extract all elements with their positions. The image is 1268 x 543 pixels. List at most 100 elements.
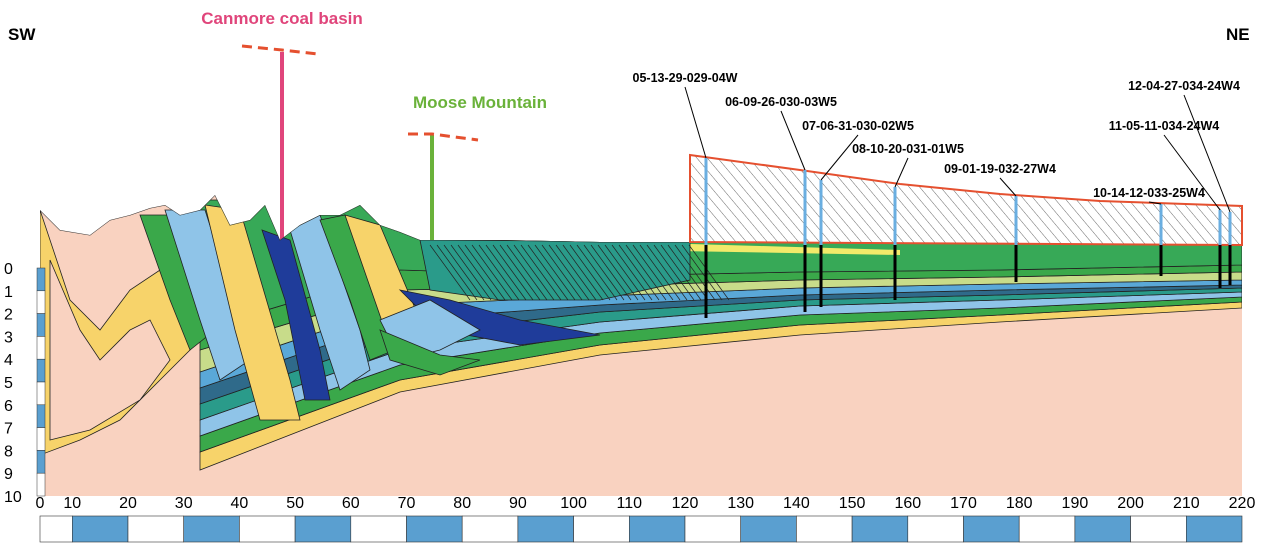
depth-bar xyxy=(36,404,46,428)
thrust-line xyxy=(569,244,611,301)
distance-bar xyxy=(406,515,463,543)
thrust-line xyxy=(688,244,730,301)
distance-tick-label: 90 xyxy=(509,495,527,512)
distance-tick-label: 190 xyxy=(1062,495,1089,512)
distance-bar xyxy=(239,515,296,543)
well-leader xyxy=(684,86,707,159)
distance-tick-label: 170 xyxy=(950,495,977,512)
thrust-line xyxy=(443,244,485,301)
well-label: 10-14-12-033-25W4 xyxy=(1093,186,1205,200)
distance-bar xyxy=(1074,515,1131,543)
depth-tick-label: 9 xyxy=(4,466,13,483)
distance-bar xyxy=(72,515,129,543)
thrust-line xyxy=(562,244,604,301)
canmore-erosion xyxy=(241,44,319,56)
thrust-line xyxy=(632,244,674,301)
distance-tick-label: 60 xyxy=(342,495,360,512)
depth-bar xyxy=(36,381,46,406)
thrust-line xyxy=(597,244,639,301)
depth-tick-label: 5 xyxy=(4,375,13,392)
well-label: 11-05-11-034-24W4 xyxy=(1109,119,1220,133)
distance-bar xyxy=(1186,515,1243,543)
depth-bar xyxy=(36,358,46,383)
well-label: 09-01-19-032-27W4 xyxy=(944,162,1056,176)
distance-tick-label: 210 xyxy=(1173,495,1200,512)
depth-bar xyxy=(36,427,46,451)
thrust-line xyxy=(625,244,667,301)
distance-tick-label: 40 xyxy=(231,495,249,512)
depth-tick-label: 10 xyxy=(4,489,22,506)
distance-bar xyxy=(796,515,853,543)
thrust-line xyxy=(653,244,695,301)
distance-bar xyxy=(963,515,1020,543)
well-label: 12-04-27-034-24W4 xyxy=(1128,79,1240,93)
distance-tick-label: 50 xyxy=(286,495,304,512)
thrust-line xyxy=(646,244,688,301)
thrust-line xyxy=(499,244,541,301)
depth-bar xyxy=(36,313,46,337)
thrust-line xyxy=(527,244,569,301)
distance-tick-label: 130 xyxy=(727,495,754,512)
thrust-line xyxy=(639,244,681,301)
distance-tick-label: 140 xyxy=(783,495,810,512)
depth-tick-label: 1 xyxy=(4,284,13,301)
distance-tick-label: 0 xyxy=(36,495,45,512)
fold xyxy=(261,229,331,401)
well-leader xyxy=(894,157,909,188)
thrust-line xyxy=(464,244,506,301)
distance-tick-label: 70 xyxy=(398,495,416,512)
thrust-line xyxy=(534,244,576,301)
depth-bar xyxy=(36,290,46,314)
distance-tick-label: 30 xyxy=(175,495,193,512)
depth-tick-label: 0 xyxy=(4,261,13,278)
canmore-label: Canmore coal basin xyxy=(201,9,363,28)
distance-bar xyxy=(740,515,797,543)
thrust-line xyxy=(660,244,702,301)
depth-tick-label: 2 xyxy=(4,307,13,324)
ne-label: NE xyxy=(1226,25,1250,44)
distance-tick-label: 110 xyxy=(617,495,643,512)
distance-bar xyxy=(294,515,352,543)
thrust-line xyxy=(450,244,492,301)
moose-erosion xyxy=(408,132,479,142)
well-leader xyxy=(1163,134,1221,211)
well-label: 07-06-31-030-02W5 xyxy=(802,119,914,133)
sw-label: SW xyxy=(8,25,36,44)
thrust-line xyxy=(506,244,548,301)
distance-bar xyxy=(39,515,73,543)
thrust-line xyxy=(555,244,597,301)
distance-tick-label: 80 xyxy=(453,495,471,512)
thrust-line xyxy=(604,244,646,301)
distance-tick-label: 200 xyxy=(1117,495,1144,512)
thrust-line xyxy=(457,244,499,301)
distance-bar xyxy=(183,515,240,543)
thrust-line xyxy=(541,244,583,301)
thrust-line xyxy=(485,244,527,301)
distance-bar xyxy=(517,515,574,543)
distance-tick-label: 100 xyxy=(560,495,587,512)
distance-bar xyxy=(1018,515,1076,543)
thrust-line xyxy=(471,244,513,301)
fold xyxy=(379,329,481,376)
distance-bar xyxy=(573,515,630,543)
distance-bar xyxy=(684,515,742,543)
well-leader xyxy=(1148,201,1162,205)
well-leader xyxy=(820,134,859,181)
distance-tick-label: 180 xyxy=(1006,495,1033,512)
well-label: 06-09-26-030-03W5 xyxy=(725,95,837,109)
distance-bar xyxy=(851,515,909,543)
fold xyxy=(49,259,171,441)
wells: 05-13-29-029-04W 06-09-26-030-03W5 07-06-3… xyxy=(633,71,1240,318)
well-label: 08-10-20-031-01W5 xyxy=(852,142,964,156)
thrust-line xyxy=(492,244,534,301)
well-leader xyxy=(1183,94,1231,213)
thrust-line xyxy=(583,244,625,301)
thrust-line xyxy=(436,244,478,301)
thrust-line xyxy=(681,244,723,301)
distance-tick-label: 220 xyxy=(1229,495,1256,512)
depth-tick-label: 3 xyxy=(4,329,13,346)
distance-bar xyxy=(1130,515,1187,543)
distance-bar xyxy=(907,515,964,543)
